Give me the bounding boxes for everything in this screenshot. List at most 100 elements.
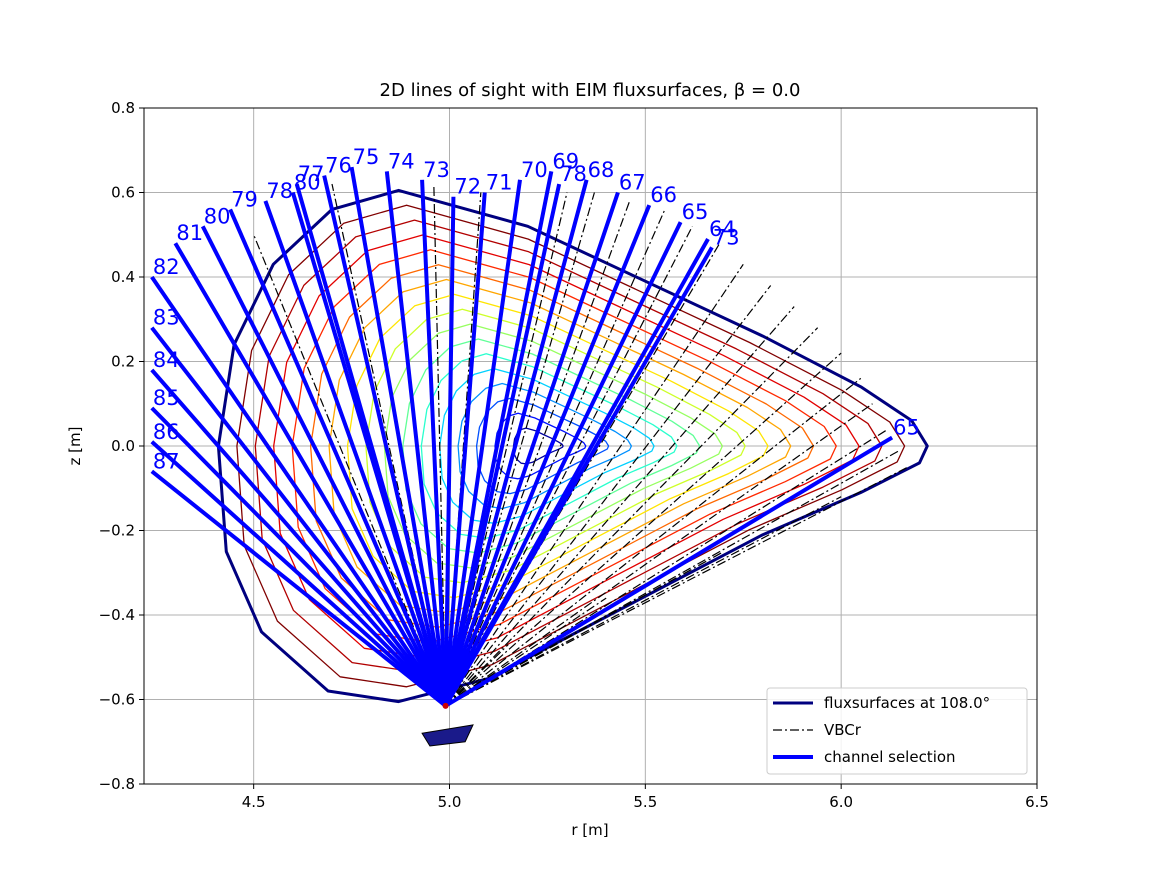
legend-box xyxy=(766,687,1028,775)
channel-line xyxy=(173,242,448,707)
vbcr-line xyxy=(445,377,862,707)
channel-label: 80 xyxy=(204,204,231,228)
channel-label: 80 xyxy=(294,171,321,195)
fluxsurface-contour xyxy=(365,308,746,584)
legend-label-vbcr: VBCr xyxy=(824,721,862,739)
channel-label: 74 xyxy=(388,149,415,173)
fluxsurface-contour xyxy=(457,382,633,510)
y-tick-label: −0.4 xyxy=(99,606,135,624)
channel-lines xyxy=(150,166,894,708)
channel-label: 84 xyxy=(153,348,180,372)
channel-line xyxy=(443,204,652,707)
channel-line xyxy=(150,275,448,707)
fluxsurface-contour xyxy=(383,323,724,569)
channel-label: 85 xyxy=(153,386,180,410)
y-tick-label: 0.6 xyxy=(111,184,135,202)
y-axis-ticks: −0.8 −0.6 −0.4 −0.2 0.0 0.2 0.4 0.6 0.8 xyxy=(99,99,144,793)
channel-label: 69 xyxy=(552,149,579,173)
channel-label: 87 xyxy=(153,449,180,473)
channel-label: 82 xyxy=(153,255,180,279)
channel-line xyxy=(443,196,456,706)
channel-line xyxy=(150,368,448,708)
detector-body xyxy=(421,724,474,747)
vbcr-line xyxy=(445,496,842,707)
fluxsurface-contour xyxy=(254,219,883,673)
fluxsurface-contour xyxy=(420,353,678,539)
channel-label: 78 xyxy=(560,162,587,186)
channel-label: 75 xyxy=(353,145,380,169)
fluxsurface-contour xyxy=(291,249,837,643)
vbcr-line xyxy=(445,403,873,707)
origin-marker xyxy=(442,702,449,709)
channel-label: 81 xyxy=(176,221,203,245)
channel-label: 86 xyxy=(153,420,180,444)
fluxsurface-contour xyxy=(236,204,906,688)
channel-line xyxy=(420,179,448,706)
vbcr-line xyxy=(445,466,909,707)
channel-line xyxy=(443,191,620,707)
y-tick-label: 0.2 xyxy=(111,353,135,371)
channel-line xyxy=(294,183,448,707)
channel-line xyxy=(150,469,447,708)
x-tick-label: 6.5 xyxy=(1025,793,1049,811)
vbcr-line xyxy=(445,644,509,707)
channel-label: 77 xyxy=(298,162,325,186)
channel-line xyxy=(349,166,448,707)
chart-title: 2D lines of sight with EIM fluxsurfaces,… xyxy=(380,80,801,101)
fluxsurface-contour xyxy=(494,412,587,480)
x-tick-label: 5.0 xyxy=(438,793,462,811)
x-tick-label: 6.0 xyxy=(829,793,853,811)
fluxsurface-contour xyxy=(475,397,610,495)
vbcr-line xyxy=(445,352,842,707)
y-tick-label: 0.4 xyxy=(111,268,135,286)
vbcr-line xyxy=(445,597,607,707)
channel-label: 71 xyxy=(486,171,513,195)
channel-label: 65 xyxy=(893,416,920,440)
channel-label: 68 xyxy=(588,158,615,182)
channel-label: 64 xyxy=(709,217,736,241)
channel-line xyxy=(443,183,562,707)
channel-line xyxy=(443,179,522,707)
channel-line xyxy=(150,406,448,708)
channel-label: 67 xyxy=(619,171,646,195)
channel-line xyxy=(150,440,447,708)
y-axis-label: z [m] xyxy=(66,427,84,466)
channel-label: 70 xyxy=(521,158,548,182)
vbcr-line xyxy=(445,200,631,707)
x-axis-ticks: 4.5 5.0 5.5 6.0 6.5 xyxy=(242,784,1049,811)
channel-line xyxy=(200,225,448,707)
vbcr-line xyxy=(445,226,693,707)
fluxsurface-contour xyxy=(402,338,701,554)
y-tick-label: −0.6 xyxy=(99,691,135,709)
channel-label: 72 xyxy=(454,175,481,199)
detector-head xyxy=(421,702,474,747)
x-tick-label: 5.5 xyxy=(633,793,657,811)
fluxsurface-contour xyxy=(309,264,815,628)
channel-line xyxy=(150,326,448,708)
channel-line xyxy=(443,179,589,707)
x-axis-label: r [m] xyxy=(571,821,608,839)
channel-label: 83 xyxy=(153,306,180,330)
x-tick-label: 4.5 xyxy=(242,793,266,811)
legend-label-channels: channel selection xyxy=(824,748,956,766)
channel-line xyxy=(384,171,448,707)
channel-line xyxy=(443,192,487,706)
channel-label: 79 xyxy=(231,187,258,211)
channel-line xyxy=(263,200,448,707)
channel-line xyxy=(444,435,894,708)
channel-label: 65 xyxy=(682,200,709,224)
y-tick-label: 0.0 xyxy=(111,437,135,455)
y-tick-label: −0.8 xyxy=(99,775,135,793)
channel-label: 78 xyxy=(266,179,293,203)
vbcr-line xyxy=(445,263,744,707)
y-tick-label: −0.2 xyxy=(99,522,135,540)
legend: fluxsurfaces at 108.0° VBCr channel sele… xyxy=(766,687,1028,775)
channel-label: 76 xyxy=(325,154,352,178)
vbcr-line xyxy=(445,209,666,707)
fluxsurface-contour xyxy=(273,234,860,658)
legend-label-fluxsurfaces: fluxsurfaces at 108.0° xyxy=(824,694,990,712)
vbcr-line xyxy=(445,285,772,707)
channel-line xyxy=(443,246,714,707)
